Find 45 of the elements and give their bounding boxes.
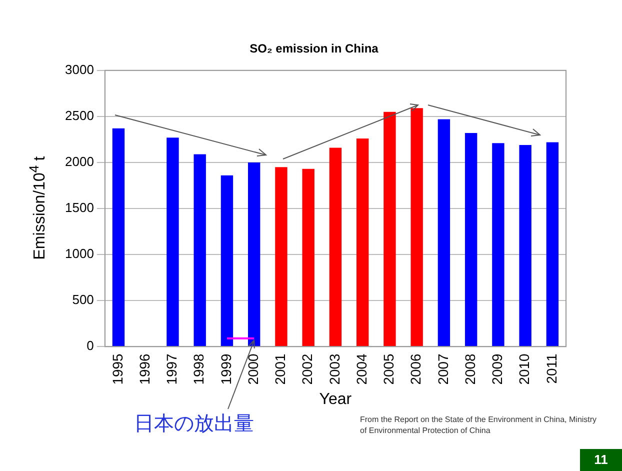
x-tick-label: 1999 — [218, 353, 234, 385]
bar — [410, 108, 423, 346]
annotation: 日本の放出量 — [134, 410, 254, 437]
x-tick-label: 2002 — [299, 353, 316, 385]
bar — [329, 148, 342, 346]
x-tick-label: 1995 — [109, 353, 126, 385]
x-tick-label: 1998 — [190, 353, 207, 385]
y-tick-label: 1000 — [65, 246, 94, 262]
bar — [519, 144, 532, 346]
x-tick-label: 2007 — [434, 353, 451, 385]
y-tick-label: 0 — [86, 338, 94, 354]
x-tick-label: 1997 — [164, 353, 180, 385]
x-axis-title: Year — [319, 390, 352, 408]
bar — [220, 175, 234, 346]
bar — [248, 162, 260, 346]
bar — [194, 154, 206, 346]
bar — [492, 143, 504, 346]
bar — [546, 142, 559, 346]
x-tick-label: 2003 — [326, 353, 342, 385]
bar — [302, 168, 314, 346]
x-tick-label: 2004 — [353, 353, 370, 385]
bar — [275, 167, 288, 346]
x-tick-label: 2005 — [380, 353, 397, 385]
bar — [112, 128, 125, 346]
x-tick-label: 2000 — [244, 353, 261, 385]
bar — [356, 138, 369, 346]
y-tick-label: 500 — [72, 292, 94, 308]
text: From the Report on the State of the Environment in China, Ministry of Environmental Protection of China — [360, 414, 598, 436]
x-tick-label: 2009 — [489, 353, 506, 385]
x-tick-label: 2010 — [516, 353, 532, 385]
x-tick-label: 2011 — [543, 353, 560, 384]
x-tick-label: 2001 — [272, 353, 288, 385]
bar — [384, 112, 396, 346]
x-tick-label: 1996 — [136, 353, 152, 385]
y-tick-label: 2500 — [65, 108, 94, 124]
y-tick-label: 2000 — [65, 154, 94, 170]
x-tick-label: 2006 — [408, 353, 424, 385]
bar — [166, 138, 179, 346]
chart-title: SO₂ emission in China — [250, 42, 379, 56]
bar — [438, 119, 450, 346]
x-tick-label: 2008 — [462, 353, 478, 385]
text: 11 — [580, 449, 622, 471]
bar — [464, 133, 478, 346]
y-tick-label: 1500 — [65, 200, 94, 216]
y-tick-label: 3000 — [65, 62, 94, 77]
